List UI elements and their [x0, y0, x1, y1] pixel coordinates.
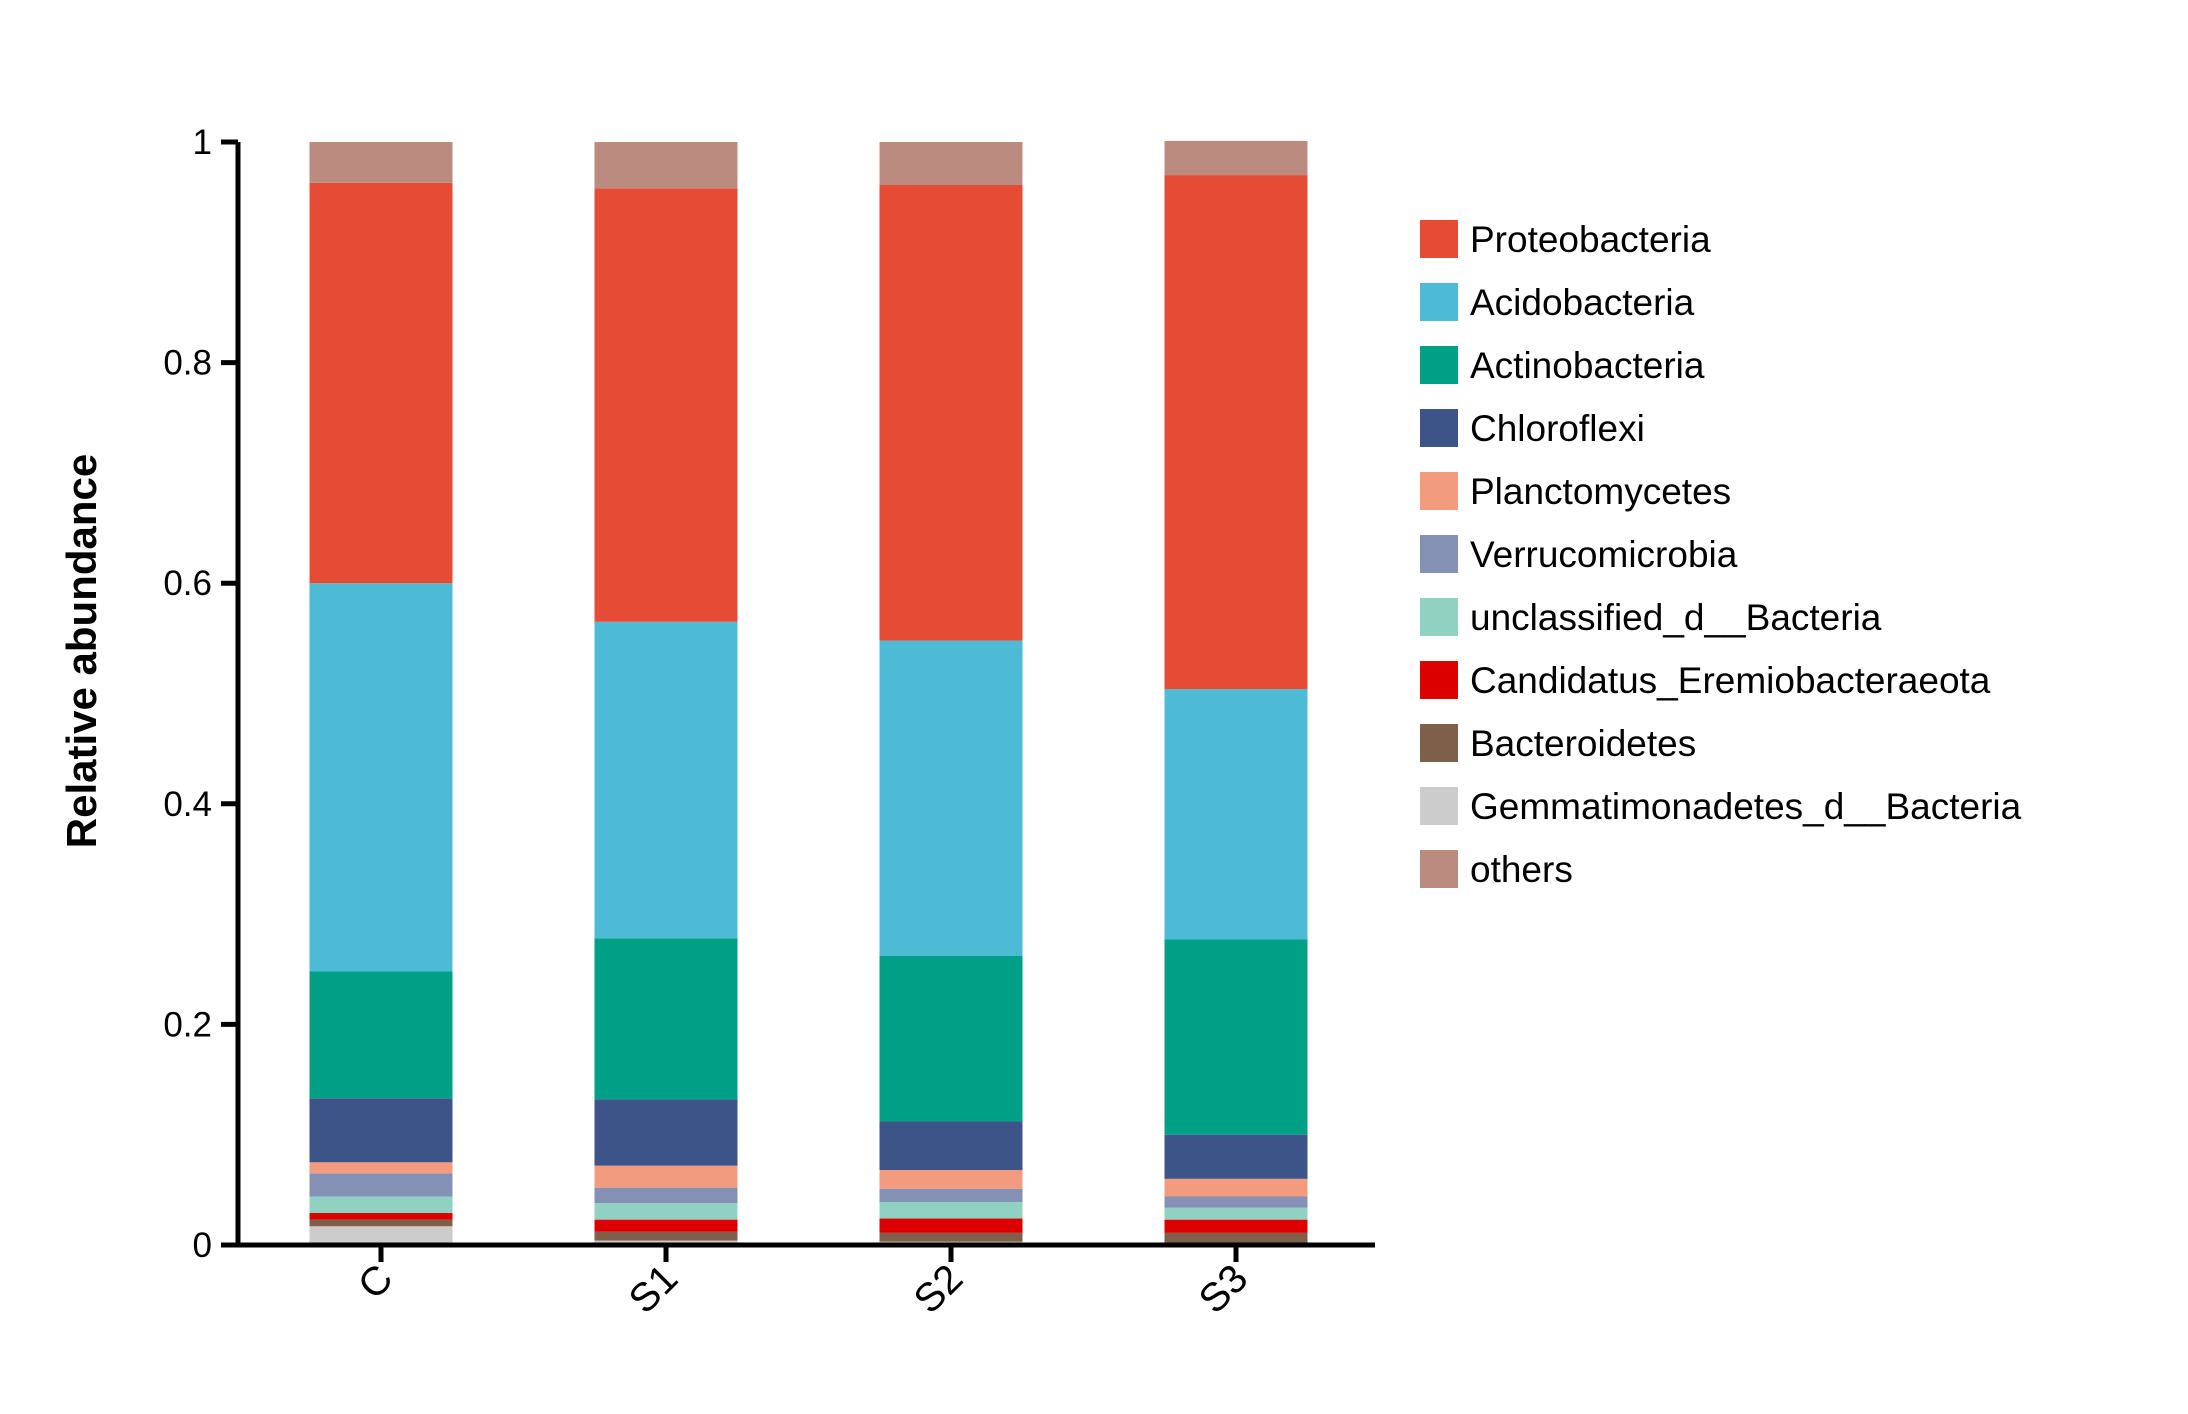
bar-segment-c-verrucomicrobia — [309, 1173, 453, 1197]
bar-stack-s1 — [594, 142, 738, 1245]
legend-item: Actinobacteria — [1420, 345, 1705, 386]
bar-segment-c-acidobacteria — [309, 583, 453, 972]
y-tick-label: 0.6 — [163, 564, 212, 603]
bar-segment-s2-chloroflexi — [879, 1121, 1023, 1170]
legend-swatch — [1420, 409, 1458, 447]
legend-label: Bacteroidetes — [1470, 723, 1696, 764]
bar-segment-s2-planctomycetes — [879, 1169, 1023, 1189]
legend-swatch — [1420, 850, 1458, 888]
legend-label: others — [1470, 849, 1573, 890]
bar-segment-s2-acidobacteria — [879, 640, 1023, 957]
y-tick-label: 0.4 — [163, 785, 212, 824]
legend-label: Candidatus_Eremiobacteraeota — [1470, 660, 1991, 701]
legend: Proteobacteria Acidobacteria Actinobacteri… — [1420, 219, 2022, 890]
bar-stack-s3 — [1164, 140, 1308, 1245]
y-axis-title: Relative abundance — [58, 454, 105, 848]
bar-stack-s2 — [879, 142, 1023, 1245]
legend-item: Proteobacteria — [1420, 219, 1711, 260]
bar-segment-s1-others — [594, 142, 738, 189]
bar-segment-s1-planctomycetes — [594, 1165, 738, 1188]
legend-swatch — [1420, 346, 1458, 384]
bar-segment-s1-candidatus-eremiobacteraeota — [594, 1219, 738, 1232]
bar-segment-s3-acidobacteria — [1164, 689, 1308, 940]
bar-segment-c-proteobacteria — [309, 182, 453, 584]
legend-item: unclassified_d__Bacteria — [1420, 597, 1882, 638]
x-category-label: S3 — [1191, 1256, 1257, 1322]
axes-layer: 0 0.2 0.4 0.6 0.8 1 C S1 S2 S3 — [163, 123, 1375, 1322]
legend-label: Chloroflexi — [1470, 408, 1645, 449]
bar-segment-s2-bacteroidetes — [879, 1232, 1023, 1242]
bar-segment-s2-unclassified-d-bacteria — [879, 1201, 1023, 1219]
bar-segment-s3-planctomycetes — [1164, 1178, 1308, 1197]
legend-label: Verrucomicrobia — [1470, 534, 1738, 575]
bar-segment-c-planctomycetes — [309, 1162, 453, 1174]
bar-segment-s3-chloroflexi — [1164, 1134, 1308, 1179]
legend-item: Planctomycetes — [1420, 471, 1731, 512]
legend-swatch — [1420, 787, 1458, 825]
y-tick-label: 0.8 — [163, 344, 212, 383]
legend-item: Chloroflexi — [1420, 408, 1645, 449]
bars-layer — [309, 140, 1308, 1245]
bar-segment-c-candidatus-eremiobacteraeota — [309, 1213, 453, 1220]
y-tick-label: 0.2 — [163, 1005, 212, 1044]
legend-label: Proteobacteria — [1470, 219, 1711, 260]
bar-segment-c-actinobacteria — [309, 971, 453, 1099]
legend-swatch — [1420, 598, 1458, 636]
legend-label: Actinobacteria — [1470, 345, 1705, 386]
bar-segment-s2-candidatus-eremiobacteraeota — [879, 1218, 1023, 1233]
bar-segment-s2-others — [879, 142, 1023, 186]
legend-item: Bacteroidetes — [1420, 723, 1696, 764]
legend-swatch — [1420, 535, 1458, 573]
legend-swatch — [1420, 661, 1458, 699]
legend-swatch — [1420, 724, 1458, 762]
legend-label: Gemmatimonadetes_d__Bacteria — [1470, 786, 2022, 827]
legend-item: Candidatus_Eremiobacteraeota — [1420, 660, 1991, 701]
y-tick-label: 0 — [193, 1226, 212, 1265]
bar-segment-s1-actinobacteria — [594, 938, 738, 1100]
bar-segment-s2-verrucomicrobia — [879, 1188, 1023, 1202]
bar-segment-s3-verrucomicrobia — [1164, 1196, 1308, 1208]
bar-segment-c-chloroflexi — [309, 1098, 453, 1163]
legend-item: Acidobacteria — [1420, 282, 1695, 323]
legend-label: Planctomycetes — [1470, 471, 1731, 512]
legend-item: Verrucomicrobia — [1420, 534, 1738, 575]
legend-swatch — [1420, 283, 1458, 321]
legend-swatch — [1420, 220, 1458, 258]
bar-segment-s3-others — [1164, 140, 1308, 176]
bar-segment-s3-candidatus-eremiobacteraeota — [1164, 1219, 1308, 1233]
bar-segment-s2-actinobacteria — [879, 956, 1023, 1122]
x-category-label: S1 — [621, 1256, 687, 1322]
legend-swatch — [1420, 472, 1458, 510]
bar-segment-s1-chloroflexi — [594, 1099, 738, 1166]
y-tick-label: 1 — [193, 123, 212, 162]
bar-segment-c-others — [309, 142, 453, 183]
bar-segment-s1-unclassified-d-bacteria — [594, 1203, 738, 1220]
bar-segment-s1-bacteroidetes — [594, 1231, 738, 1241]
bar-segment-s3-unclassified-d-bacteria — [1164, 1207, 1308, 1220]
legend-item: Gemmatimonadetes_d__Bacteria — [1420, 786, 2022, 827]
bar-segment-s3-bacteroidetes — [1164, 1232, 1308, 1243]
bar-segment-s3-proteobacteria — [1164, 175, 1308, 690]
bar-stack-c — [309, 142, 453, 1245]
legend-label: unclassified_d__Bacteria — [1470, 597, 1882, 638]
bar-segment-c-unclassified-d-bacteria — [309, 1196, 453, 1214]
bar-segment-s1-acidobacteria — [594, 621, 738, 939]
legend-item: others — [1420, 849, 1573, 890]
bar-segment-s1-verrucomicrobia — [594, 1187, 738, 1204]
bar-segment-s1-proteobacteria — [594, 188, 738, 622]
bar-segment-c-bacteroidetes — [309, 1219, 453, 1227]
x-category-label: C — [350, 1256, 402, 1308]
legend-label: Acidobacteria — [1470, 282, 1695, 323]
x-category-label: S2 — [906, 1256, 972, 1322]
bar-segment-c-gemmatimonadetes-d-bacteria — [309, 1226, 453, 1245]
bar-segment-s2-proteobacteria — [879, 185, 1023, 641]
bar-segment-s3-actinobacteria — [1164, 939, 1308, 1135]
